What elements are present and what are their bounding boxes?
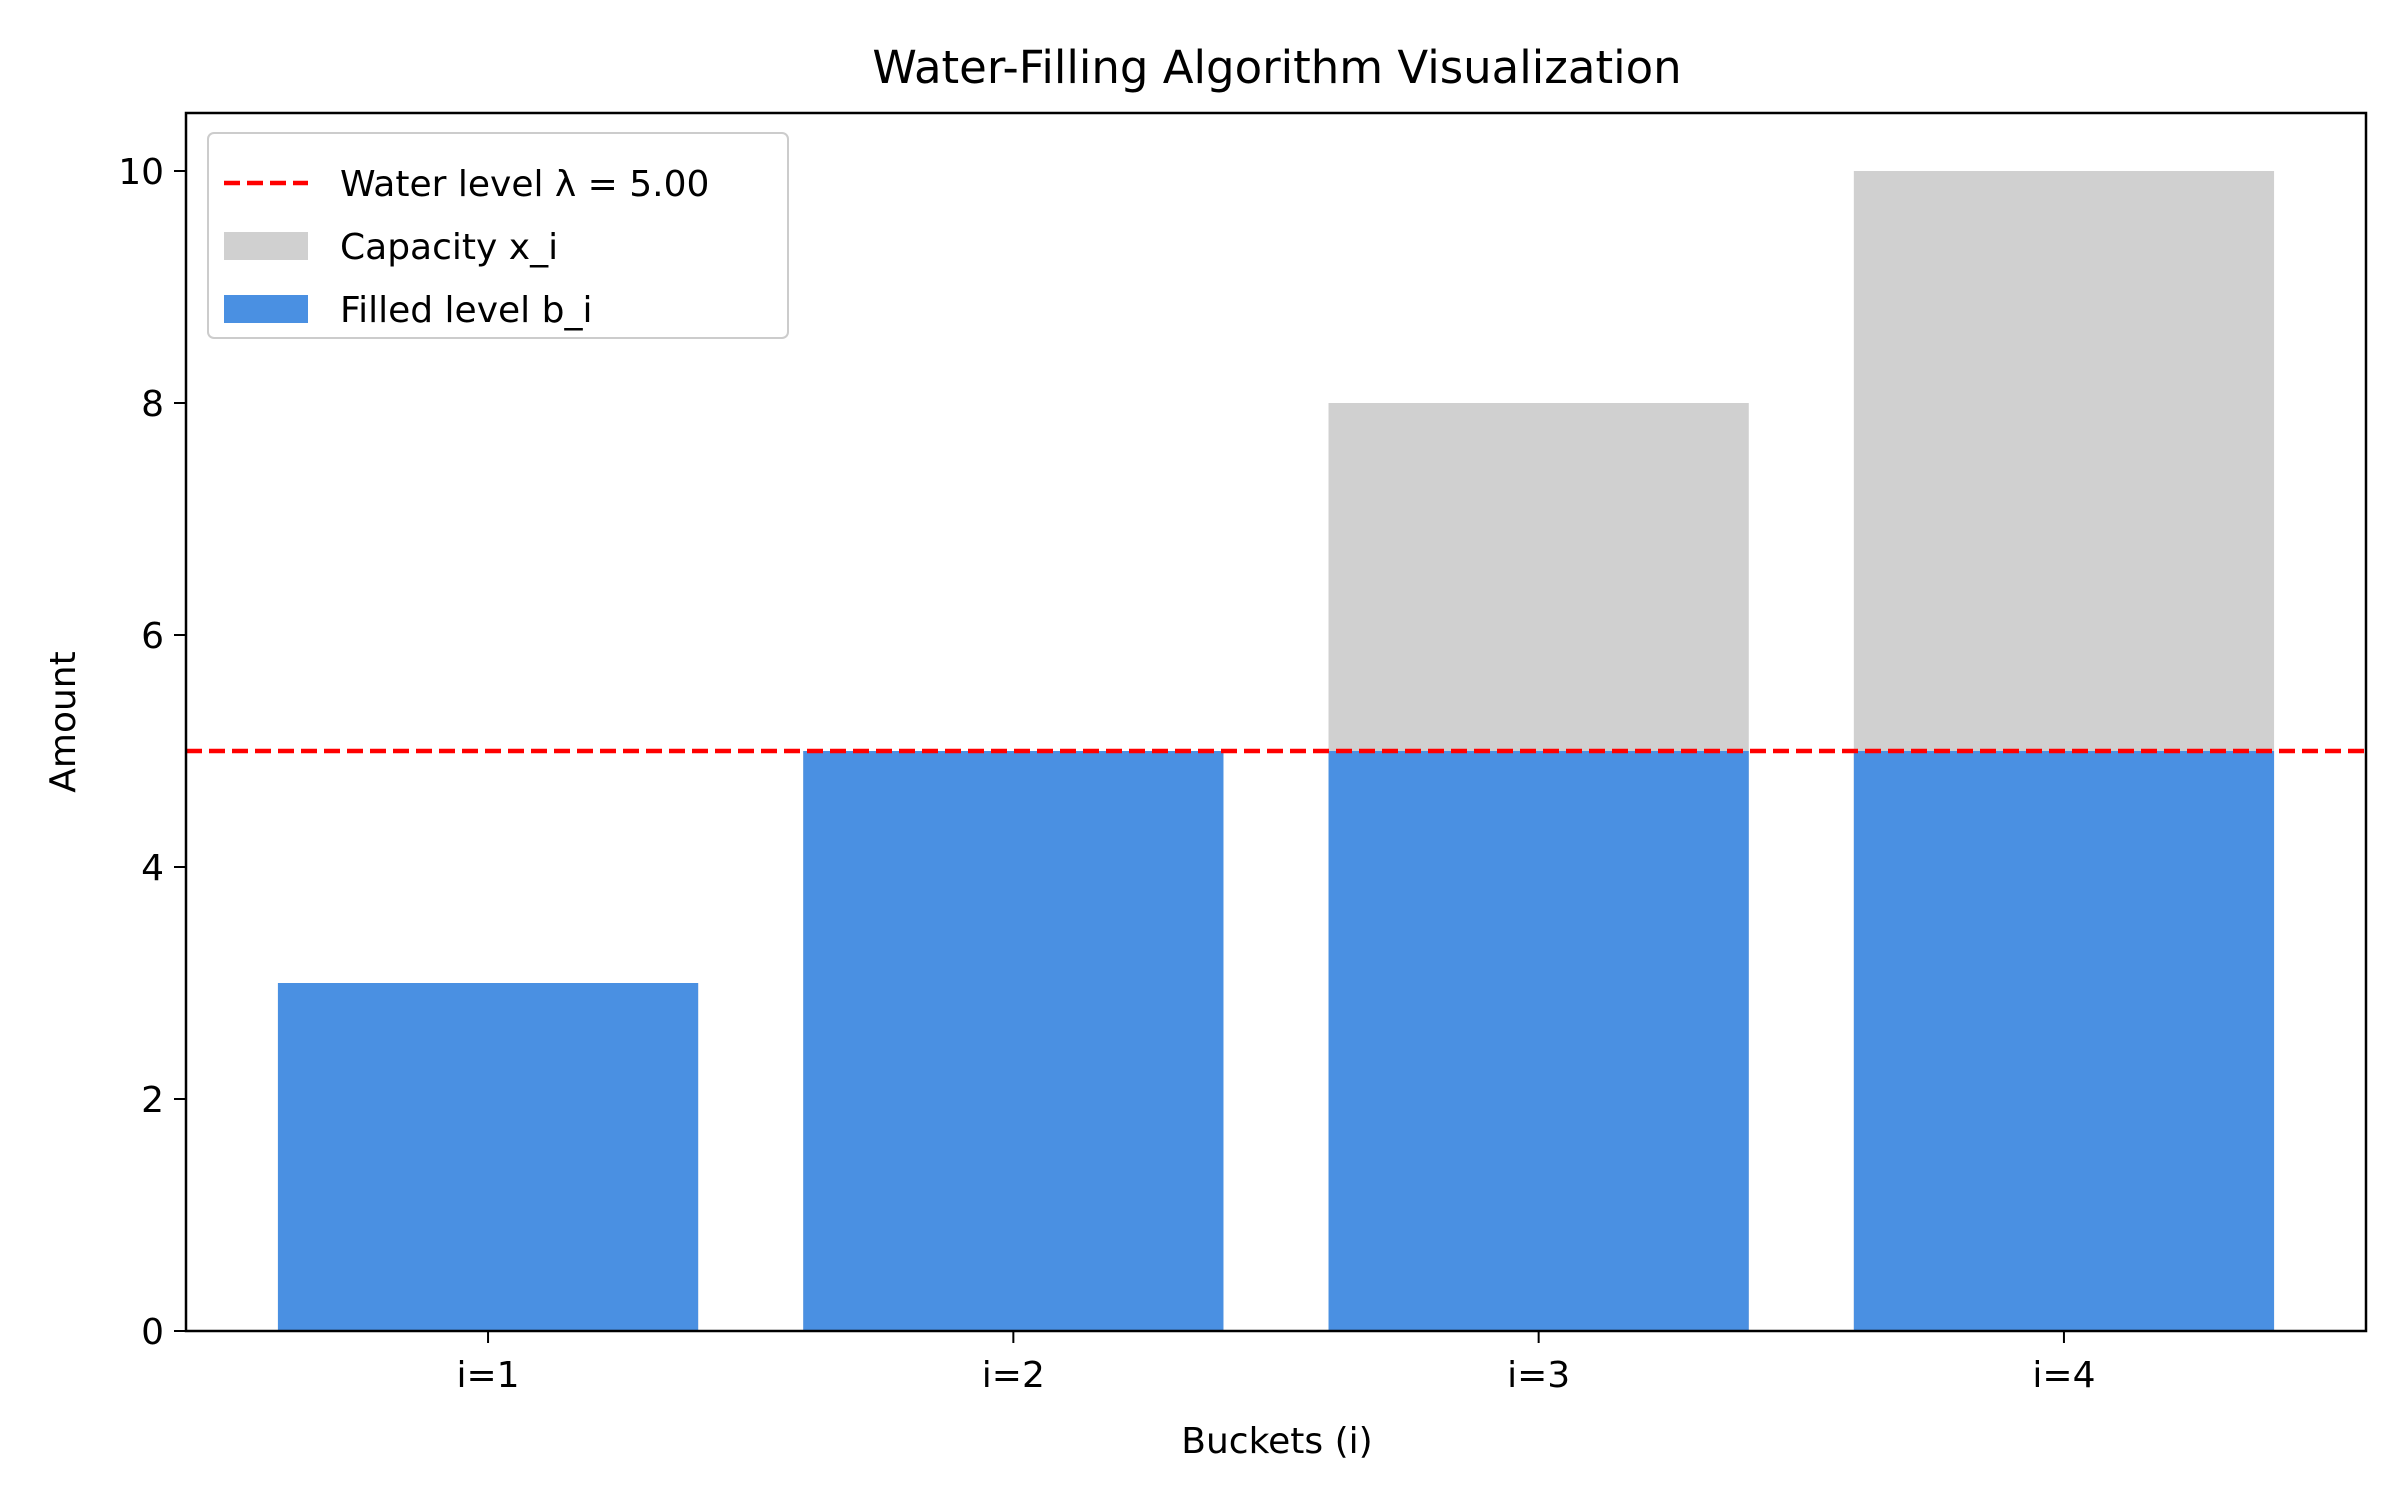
legend-swatch <box>224 232 308 260</box>
plot-area <box>186 171 2366 1331</box>
y-tick-label: 2 <box>141 1080 164 1121</box>
y-tick-label: 0 <box>141 1312 164 1353</box>
y-tick-label: 6 <box>141 616 164 657</box>
x-tick-label: i=1 <box>457 1355 520 1396</box>
y-tick-label: 4 <box>141 848 164 889</box>
bar-filled-level-b-i-1 <box>277 983 699 1331</box>
bar-filled-level-b-i-3 <box>1328 751 1749 1331</box>
x-tick-label: i=4 <box>2032 1355 2095 1396</box>
x-axis-label: Buckets (i) <box>1181 1421 1372 1462</box>
legend-box <box>207 132 789 339</box>
bar-filled-level-b-i-4 <box>1853 751 2275 1331</box>
legend-label: Water level λ = 5.00 <box>340 164 709 205</box>
bar-filled-level-b-i-2 <box>803 751 1224 1331</box>
x-tick-label: i=2 <box>982 1355 1045 1396</box>
y-tick-label: 8 <box>141 384 164 425</box>
y-axis-label: Amount <box>43 651 84 792</box>
plot-frame <box>184 111 2368 1333</box>
legend-label: Capacity x_i <box>340 227 558 268</box>
y-tick-label: 10 <box>118 152 164 193</box>
axis-ticks: 0 2 4 6 8 10 i=1 i=2 i=3 i=4 <box>118 152 2095 1396</box>
legend-swatch <box>224 295 308 323</box>
x-tick-label: i=3 <box>1507 1355 1570 1396</box>
chart-title: Water-Filling Algorithm Visualization <box>872 41 1681 94</box>
legend: Water level λ = 5.00 Capacity x_i Filled l… <box>207 132 789 339</box>
legend-label: Filled level b_i <box>340 290 592 331</box>
